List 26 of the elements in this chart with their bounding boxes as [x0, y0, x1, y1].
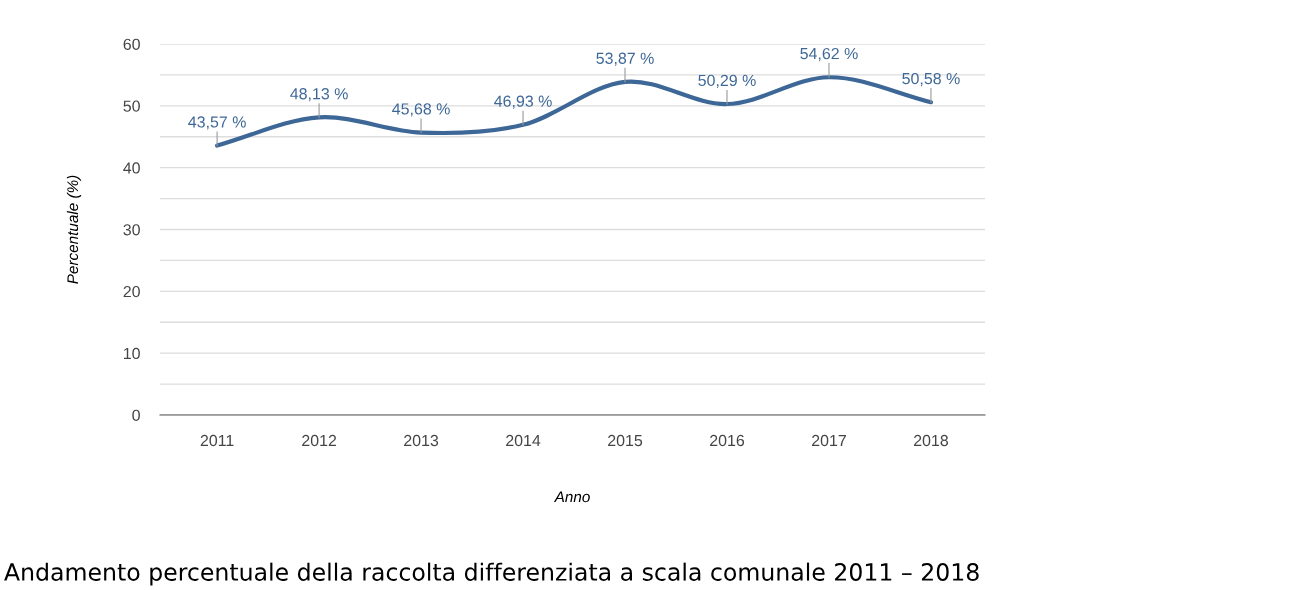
y-tick-label: 20 [123, 285, 140, 298]
x-tick-label: 2016 [710, 434, 745, 447]
y-tick-label: 50 [123, 100, 140, 112]
y-tick-label: 40 [123, 162, 140, 174]
x-axis-title: Anno [553, 491, 590, 503]
y-tick-label: 30 [123, 224, 140, 236]
data-label: 48,13 % [290, 88, 348, 102]
x-tick-label: 2012 [302, 434, 337, 447]
x-tick-label: 2015 [608, 434, 643, 447]
data-label: 54,62 % [800, 47, 858, 62]
y-tick-label: 0 [132, 409, 140, 421]
data-label: 43,57 % [188, 116, 246, 130]
data-label: 53,87 % [596, 52, 654, 66]
data-label: 46,93 % [494, 95, 552, 109]
x-tick-label: 2013 [404, 434, 439, 447]
x-tick-label: 2014 [506, 434, 541, 447]
y-tick-label: 60 [123, 38, 140, 50]
x-tick-label: 2011 [200, 434, 234, 447]
data-label: 50,29 % [698, 74, 756, 88]
data-label: 45,68 % [392, 103, 450, 117]
y-tick-label: 10 [124, 347, 140, 360]
data-label: 50,58 % [902, 72, 960, 87]
x-tick-label: 2017 [812, 434, 846, 447]
text: Andamento percentuale della raccolta differenziata a scala comunale 2011 – 2018 [4, 562, 979, 586]
x-tick-label: 2018 [913, 434, 949, 447]
y-axis-title: Percentuale (%) [66, 175, 82, 284]
